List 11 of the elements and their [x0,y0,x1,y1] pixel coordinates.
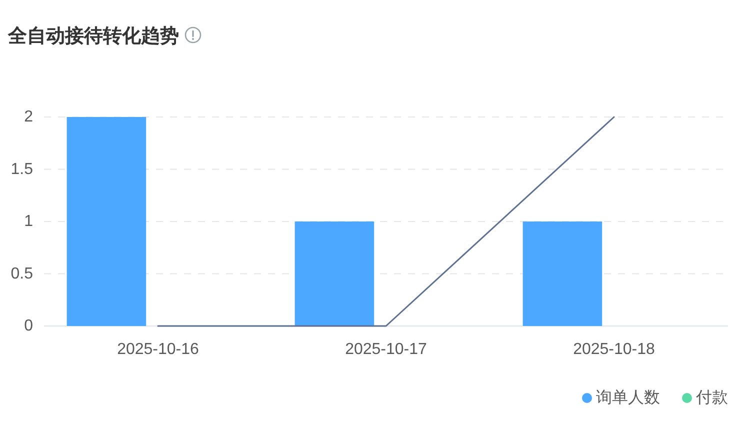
y-tick-label: 1.5 [10,160,33,178]
x-tick-label: 2025-10-17 [345,341,427,358]
x-tick-label: 2025-10-16 [117,341,199,358]
title: 全自动接待转化趋势 [8,26,179,47]
y-tick-label: 2 [24,108,33,126]
y-tick-label: 1 [24,213,33,230]
x-tick-label: 2025-10-18 [573,341,655,358]
y-tick-label: 0.5 [10,265,33,282]
legend-label: 询单人数 [596,390,660,406]
y-tick-label: 0 [24,318,33,334]
legend-label: 付款 [696,390,728,406]
